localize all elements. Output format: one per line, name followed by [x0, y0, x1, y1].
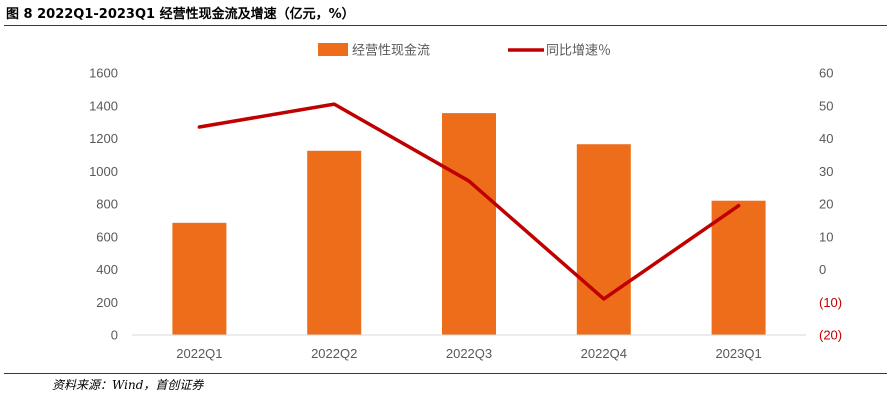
chart: 0 200 400 600 800 1000 1200 1400 1600 (20) (10) 0 10…	[89, 43, 842, 362]
bar-2022Q2	[307, 150, 362, 335]
legend-bar-label: 经营性现金流	[352, 43, 430, 59]
right-axis-tick: 20	[819, 197, 833, 212]
left-axis-tick: 1000	[89, 164, 118, 179]
left-axis-tick: 800	[96, 197, 118, 212]
left-axis-tick: 1200	[89, 131, 118, 146]
x-axis-label: 2022Q3	[446, 346, 492, 361]
right-axis-tick: (10)	[819, 295, 842, 310]
left-axis-tick: 1400	[89, 98, 118, 113]
x-axis-label: 2022Q1	[176, 346, 222, 361]
x-axis-label: 2022Q4	[581, 346, 627, 361]
left-axis-tick: 0	[111, 328, 118, 343]
bar-2022Q1	[172, 222, 227, 335]
left-axis-tick: 400	[96, 262, 118, 277]
chart-title: 图 8 2022Q1-2023Q1 经营性现金流及增速（亿元，%）	[6, 7, 355, 22]
left-axis-tick: 200	[96, 295, 118, 310]
right-axis-tick: 0	[819, 262, 826, 277]
right-axis-tick: 60	[819, 66, 833, 81]
source-note: 资料来源：Wind，首创证券	[52, 378, 204, 392]
bar-2023Q1	[711, 200, 766, 335]
right-axis-tick: 40	[819, 131, 833, 146]
right-axis-tick: (20)	[819, 328, 842, 343]
legend-bar-swatch	[318, 43, 348, 56]
title-rule	[4, 25, 887, 26]
right-axis-tick: 10	[819, 229, 833, 244]
x-axis-label: 2022Q2	[311, 346, 357, 361]
x-axis-label: 2023Q1	[715, 346, 761, 361]
bar-2022Q4	[576, 144, 631, 335]
footer-rule	[4, 373, 887, 374]
right-axis-tick: 50	[819, 98, 833, 113]
right-axis-tick: 30	[819, 164, 833, 179]
legend-line-label: 同比增速％	[546, 44, 611, 59]
left-axis-tick: 1600	[89, 66, 118, 81]
bar-2022Q3	[442, 113, 496, 336]
left-axis-tick: 600	[96, 229, 118, 244]
